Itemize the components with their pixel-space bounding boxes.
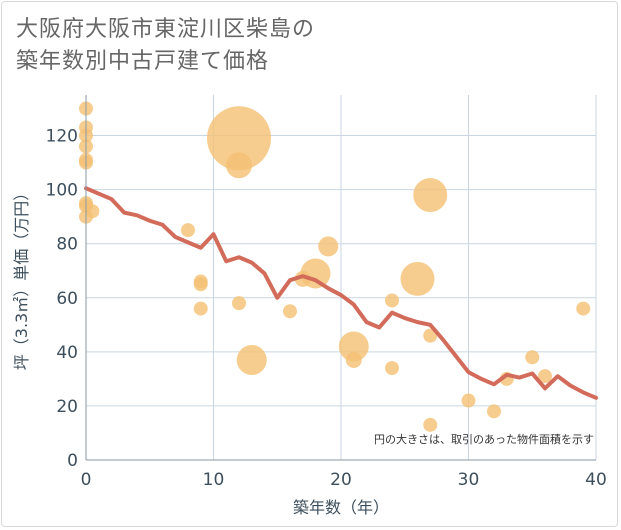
title-line-2: 築年数別中古戸建て価格 xyxy=(16,49,270,74)
grid-lines xyxy=(86,95,597,460)
bubble-point xyxy=(181,223,195,238)
chart-title: 大阪府大阪市東淀川区柴島の 築年数別中古戸建て価格 xyxy=(16,14,416,78)
bubble-point xyxy=(525,350,540,365)
bubble-point xyxy=(283,304,297,319)
x-tick-label: 0 xyxy=(81,470,92,490)
x-tick-label: 20 xyxy=(330,470,352,490)
bubble-point xyxy=(487,404,501,419)
bubble-point xyxy=(538,369,552,384)
bubble-point xyxy=(385,361,399,376)
bubble-point xyxy=(193,277,208,292)
y-axis-label: 坪（3.3㎡）単価（万円） xyxy=(12,185,31,370)
bubble-point xyxy=(461,393,476,408)
y-tick-label: 100 xyxy=(46,181,78,201)
y-tick-label: 40 xyxy=(56,343,78,363)
bubble-point xyxy=(385,293,399,308)
x-tick-label: 10 xyxy=(203,470,225,490)
bubble-size-note: 円の大きさは、取引のあった物件面積を示す xyxy=(374,432,594,446)
x-axis-label: 築年数（年） xyxy=(293,498,389,517)
trend-series xyxy=(84,186,598,400)
bubble-point xyxy=(193,301,208,316)
bubble-point xyxy=(318,236,339,257)
trend-line xyxy=(84,186,598,400)
axes: 0 20 40 60 80 100 120 0 10 20 30 40 xyxy=(46,95,607,490)
y-tick-label: 60 xyxy=(56,289,78,309)
bubble-point xyxy=(423,328,438,343)
bubble-point xyxy=(232,296,246,311)
bubble-point xyxy=(576,301,591,316)
bubble-point xyxy=(236,344,267,375)
x-tick-label: 40 xyxy=(585,470,607,490)
y-tick-label: 20 xyxy=(56,397,78,417)
bubble-point xyxy=(400,261,435,296)
bubble-point xyxy=(423,417,438,432)
y-tick-label: 0 xyxy=(67,451,78,471)
bubble-point xyxy=(207,106,271,171)
title-line-1: 大阪府大阪市東淀川区柴島の xyxy=(16,17,316,42)
bubble-point xyxy=(85,204,100,219)
y-tick-label: 80 xyxy=(56,235,78,255)
y-tick-label: 120 xyxy=(46,127,78,147)
bubble-point xyxy=(300,258,331,289)
bubble-point xyxy=(345,351,362,368)
bubble-point xyxy=(338,331,369,362)
x-tick-label: 30 xyxy=(458,470,480,490)
bubble-point xyxy=(226,152,252,179)
bubble-point xyxy=(413,178,448,213)
bubble-series xyxy=(79,101,591,432)
